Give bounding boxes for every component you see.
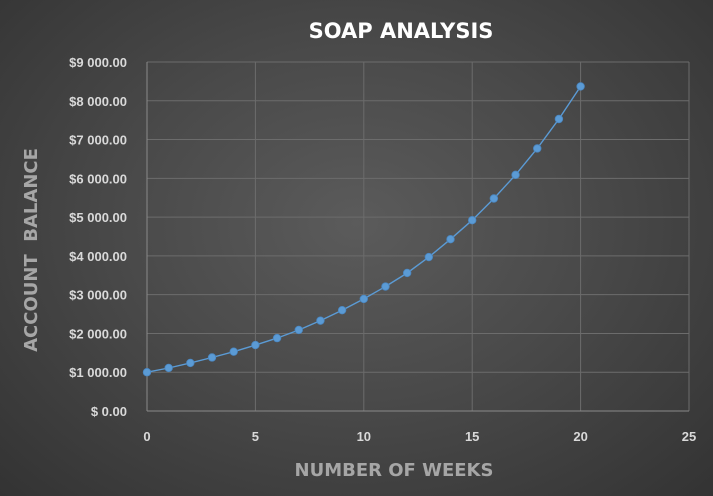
data-point bbox=[381, 282, 390, 291]
tick-labels: $ 0.00 $1 000.00 $2 000.00 $3 000.00 $4 000.… bbox=[69, 55, 696, 444]
x-axis-title: NUMBER OF WEEKS bbox=[295, 460, 494, 481]
data-point bbox=[489, 194, 499, 203]
data-point bbox=[207, 353, 217, 362]
y-tick-label: $7 000.00 bbox=[69, 133, 127, 148]
data-point bbox=[359, 294, 368, 304]
y-tick-label: $5 000.00 bbox=[69, 210, 127, 225]
y-tick-label: $4 000.00 bbox=[69, 249, 127, 264]
data-point bbox=[272, 333, 282, 343]
data-point bbox=[576, 82, 585, 91]
data-point bbox=[554, 114, 564, 124]
y-tick-label: $ 0.00 bbox=[91, 404, 127, 419]
data-point bbox=[402, 268, 412, 278]
y-tick-label: $1 000.00 bbox=[69, 365, 127, 380]
chart-title: SOAP ANALYSIS bbox=[309, 19, 494, 43]
data-series bbox=[142, 82, 585, 377]
x-tick-label: 25 bbox=[682, 429, 696, 444]
data-point bbox=[229, 347, 238, 356]
x-tick-label: 20 bbox=[573, 429, 587, 444]
data-point bbox=[294, 325, 303, 335]
y-tick-label: $9 000.00 bbox=[69, 55, 127, 70]
x-tick-label: 0 bbox=[143, 429, 150, 444]
x-tick-label: 10 bbox=[357, 429, 371, 444]
data-point bbox=[186, 358, 195, 368]
x-tick-label: 15 bbox=[465, 429, 479, 444]
data-point bbox=[424, 252, 434, 262]
y-tick-label: $6 000.00 bbox=[69, 171, 127, 186]
data-point bbox=[511, 170, 520, 180]
data-point bbox=[251, 340, 260, 350]
y-tick-label: $3 000.00 bbox=[69, 288, 127, 303]
y-tick-label: $8 000.00 bbox=[69, 94, 127, 109]
axes bbox=[146, 62, 689, 412]
data-point bbox=[533, 144, 542, 153]
gridlines bbox=[147, 61, 690, 411]
y-axis-title: ACCOUNT BALANCE bbox=[21, 148, 42, 352]
data-point bbox=[446, 235, 455, 244]
data-point bbox=[337, 305, 347, 315]
data-point bbox=[142, 368, 152, 377]
data-point bbox=[468, 216, 477, 225]
x-tick-label: 5 bbox=[252, 429, 259, 444]
y-tick-label: $2 000.00 bbox=[69, 326, 127, 341]
data-point bbox=[316, 316, 325, 325]
data-point bbox=[164, 363, 173, 373]
